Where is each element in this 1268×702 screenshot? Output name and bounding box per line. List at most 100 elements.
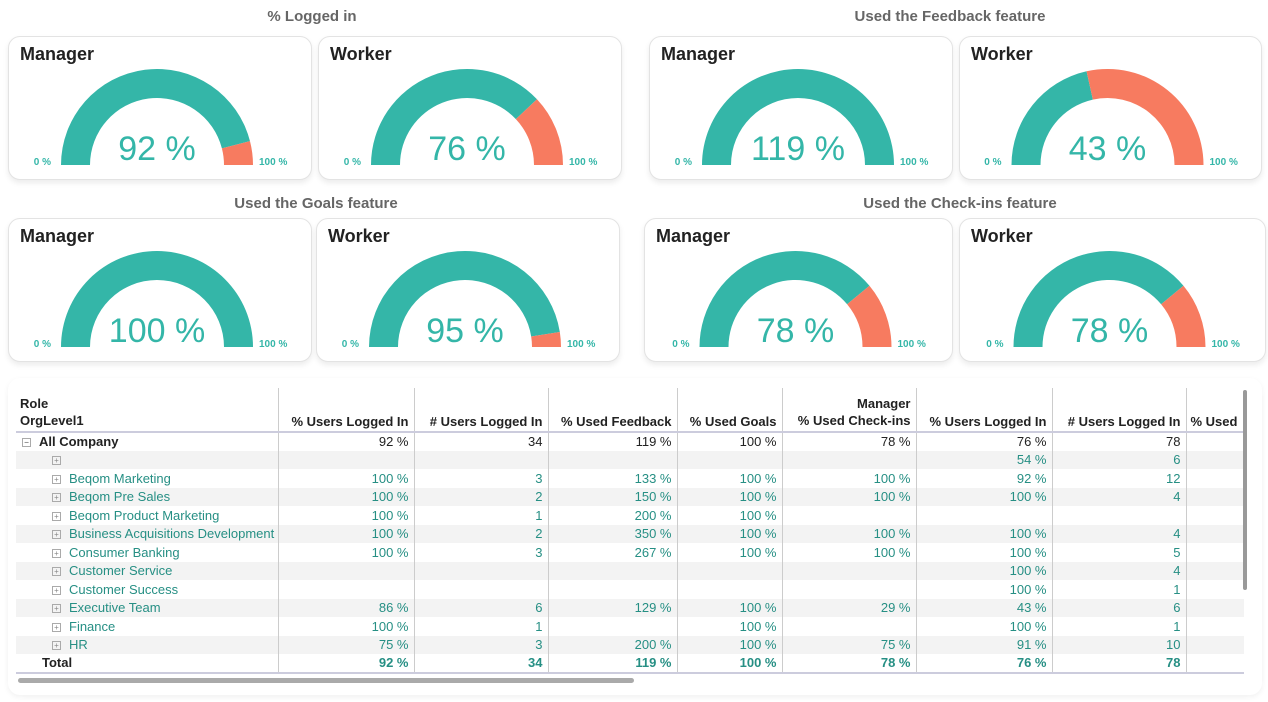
table-row[interactable]: Total 92 % 34 119 % 100 % 78 % 76 % 78 [16,654,1244,674]
col-header[interactable]: % Users Logged In [916,388,1053,433]
table-cell [1186,543,1244,562]
table-cell: 100 % [916,543,1053,562]
expand-icon[interactable]: + [52,641,61,651]
col-header[interactable]: % Used Feedback [548,388,678,433]
expand-icon[interactable]: + [52,456,61,466]
expand-icon[interactable]: + [52,585,61,595]
table-cell [1186,450,1244,469]
gauge-remainder-arc [221,141,253,165]
gauge-role-label: Worker [971,226,1033,246]
table-row[interactable]: + Consumer Banking 100 % 3 267 % 100 % 100 % 10… [16,543,1244,562]
table-cell [278,450,415,469]
table-cell: 1 [414,506,549,525]
gauge-card-manager[interactable]: 78 % 0 % 100 % Manager [644,218,953,362]
table-row[interactable]: + Beqom Marketing 100 % 3 133 % 100 % 100 % 92 … [16,469,1244,488]
col-header[interactable]: # Users Logged In [1052,388,1187,433]
table-cell: 100 % [916,524,1053,543]
gauge-card-worker[interactable]: 76 % 0 % 100 % Worker [318,36,622,180]
table-row[interactable]: + Finance 100 % 1 100 % 100 % 1 [16,617,1244,636]
gauge-role-label: Manager [656,226,731,246]
table-row[interactable]: + Customer Service 100 % 4 [16,561,1244,580]
table-row[interactable]: + HR 75 % 3 200 % 100 % 75 % 91 % 10 [16,635,1244,654]
gauge-card-manager[interactable]: 92 % 0 % 100 % Manager [8,36,312,180]
vertical-scrollbar[interactable] [1243,390,1247,590]
expand-icon[interactable]: + [52,567,61,577]
row-label: Beqom Pre Sales [69,489,171,505]
table-cell: 2 [414,487,549,506]
table-cell: 1 [1052,580,1187,599]
expand-icon[interactable]: + [52,530,61,540]
row-header-orglevel: OrgLevel1 [20,413,84,428]
expand-icon[interactable]: + [52,493,61,503]
table-row[interactable]: +54 % 6 [16,450,1244,469]
gauge-card-worker[interactable]: 95 % 0 % 100 % Worker [316,218,620,362]
expand-icon[interactable]: + [52,604,61,614]
gauge-role-label: Worker [971,44,1033,64]
table-cell: 5 [1052,543,1187,562]
gauge: 78 % 0 % 100 % [672,251,926,350]
row-label: Consumer Banking [69,544,180,560]
table-row[interactable]: − All Company 92 % 34 119 % 100 % 78 % 76 % 78 [16,432,1244,451]
gauge-max-label: 100 % [259,157,287,168]
row-label: Executive Team [69,600,161,616]
col-header[interactable]: # Users Logged In [414,388,549,433]
gauge-value-label: 78 % [757,312,835,350]
table-cell [278,580,415,599]
col-header[interactable]: % Used [1186,388,1244,433]
gauge-remainder-arc [515,99,563,165]
gauge-remainder-arc [1161,285,1206,347]
expand-icon[interactable]: + [52,474,61,484]
section-title: Used the Goals feature [234,195,398,212]
gauge-value-arc [61,251,253,347]
collapse-icon[interactable]: − [22,438,31,448]
gauge-max-label: 100 % [569,157,597,168]
table-cell [677,580,783,599]
table-cell: 200 % [548,506,678,525]
expand-icon[interactable]: + [52,511,61,521]
table-cell: 100 % [782,543,917,562]
table-cell: 4 [1052,524,1187,543]
row-label-cell: + Beqom Marketing [16,469,279,488]
gauge-card-worker[interactable]: 78 % 0 % 100 % Worker [959,218,1266,362]
gauge-value-label: 43 % [1069,130,1147,168]
horizontal-scrollbar[interactable] [18,678,634,683]
gauge-card-manager[interactable]: 119 % 0 % 100 % Manager [649,36,953,180]
row-label-cell: + [16,450,279,469]
table-cell: 100 % [782,469,917,488]
table-cell: 100 % [916,561,1053,580]
gauge: 76 % 0 % 100 % [344,69,597,168]
expand-icon[interactable]: + [52,548,61,558]
col-header[interactable]: % Users Logged In [278,388,415,433]
table-cell: 100 % [677,524,783,543]
table-cell [1186,487,1244,506]
col-header[interactable]: Manager % Used Check-ins [782,388,917,433]
expand-icon[interactable]: + [52,622,61,632]
row-label-cell: Total [16,654,279,674]
table-cell: 76 % [916,432,1053,451]
table-cell: 200 % [548,635,678,654]
gauge-max-label: 100 % [567,339,595,350]
table-cell [1186,432,1244,451]
table-row[interactable]: + Beqom Product Marketing 100 % 1 200 % 100 % [16,506,1244,525]
table-row[interactable]: + Beqom Pre Sales 100 % 2 150 % 100 % 100 % 100… [16,487,1244,506]
row-label-cell: + HR [16,635,279,654]
gauge-max-label: 100 % [900,157,928,168]
table-row[interactable]: + Customer Success 100 % 1 [16,580,1244,599]
table-cell: 1 [414,617,549,636]
table-cell [414,450,549,469]
table-cell [278,561,415,580]
table-cell: 129 % [548,598,678,617]
gauge-min-label: 0 % [342,339,359,350]
gauge-card-manager[interactable]: 100 % 0 % 100 % Manager [8,218,312,362]
table-cell [1186,561,1244,580]
table-cell: 78 % [782,654,917,674]
table-row[interactable]: + Executive Team 86 % 6 129 % 100 % 29 % 43 % 6 [16,598,1244,617]
table-cell: 100 % [677,635,783,654]
table-cell: 92 % [916,469,1053,488]
gauge-card-worker[interactable]: 43 % 0 % 100 % Worker [959,36,1262,180]
table-row[interactable]: + Business Acquisitions Development 100 % 2… [16,524,1244,543]
table-cell: 100 % [278,617,415,636]
col-header[interactable]: % Used Goals [677,388,783,433]
table-cell [1186,469,1244,488]
table-cell: 100 % [278,506,415,525]
